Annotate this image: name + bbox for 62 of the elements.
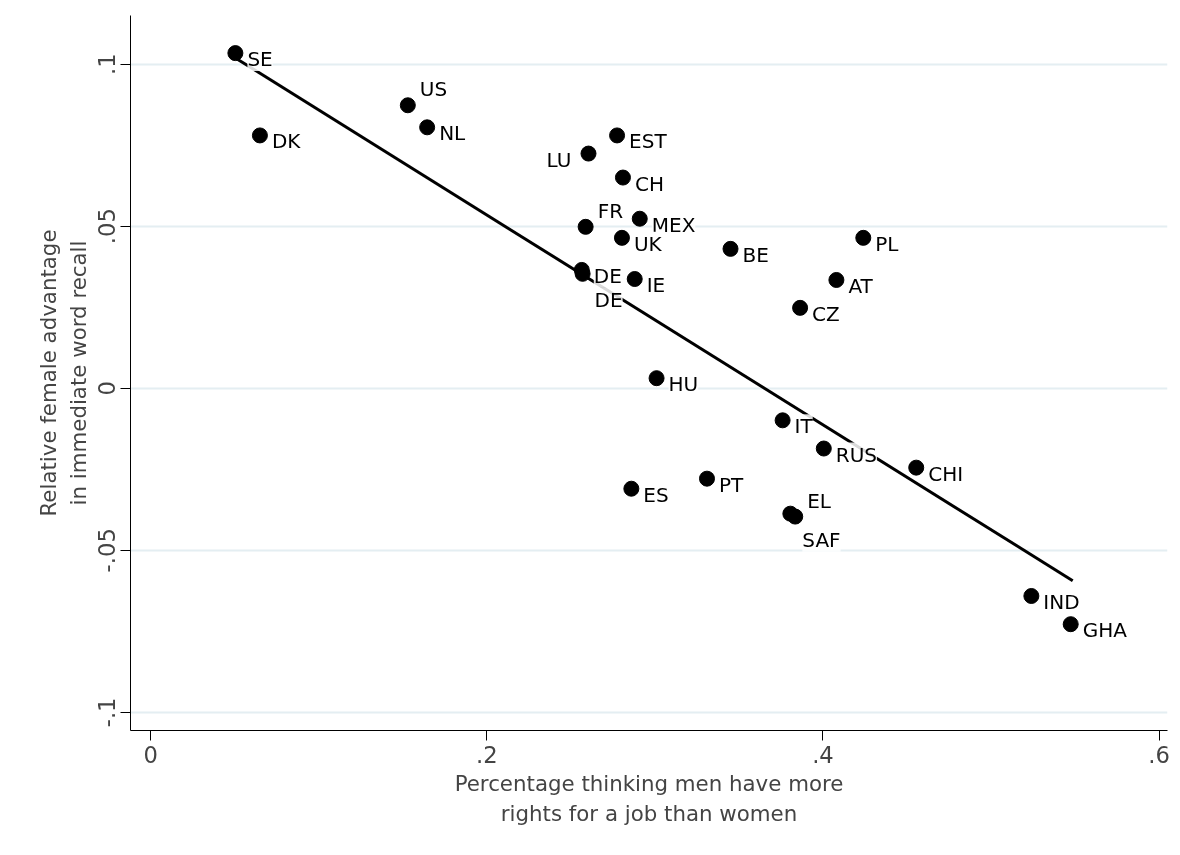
y-tick-label: -.05 [94,528,121,573]
point [614,169,631,186]
point [1023,588,1040,604]
point [828,271,845,288]
annotation: FR [597,198,624,223]
annotation: UK [633,231,663,256]
point [1062,616,1079,633]
point [722,240,739,257]
annotation: US [419,77,448,102]
point [698,470,715,487]
point [227,45,244,62]
x-tick-label: 0 [143,741,158,768]
annotation: LU [546,147,572,172]
annotation: SAF [802,527,841,552]
annotation: GHA [1082,618,1128,643]
point [609,127,626,144]
y-axis-title: Relative female advantage in immediate word recall [35,229,91,517]
annotation: IT [794,414,814,439]
annotation: MEX [651,212,696,237]
annotation: DE [594,287,623,312]
annotation: IND [1043,589,1080,614]
annotation: AT [848,273,874,298]
annotation: EL [807,488,832,513]
point [787,508,804,525]
annotation: DE [593,263,622,288]
y-tick-label: 0 [94,381,121,396]
point [623,480,640,497]
annotation: BE [742,242,769,267]
point [792,299,809,316]
point [399,97,416,114]
annotation: EST [629,129,668,154]
annotation: SE [247,47,273,72]
point [251,127,268,144]
annotation: DK [271,129,302,154]
point [419,119,436,136]
point [626,271,643,287]
point [577,218,594,235]
point [774,412,791,429]
annotation: ES [643,482,669,507]
x-tick-label: .2 [476,741,498,768]
x-tick-label: .4 [812,741,834,768]
point [580,145,597,162]
point [648,370,665,387]
x-tick-label: .6 [1148,741,1170,768]
point [855,229,872,246]
annotation: PT [718,472,745,497]
y-tick-label: .1 [94,53,121,75]
point [631,210,648,227]
annotation: RUS [835,442,878,467]
x-axis-title: Percentage thinking men have more rights for a job than women [454,770,844,826]
annotation: CHI [928,461,964,486]
annotation: CH [634,171,664,196]
annotation: HU [668,372,699,397]
annotation: CZ [812,301,840,326]
y-tick-label: -.1 [94,697,121,728]
point [815,440,832,457]
y-tick-label: .05 [94,208,121,245]
annotation: NL [439,121,467,146]
annotation: PL [875,231,900,256]
point [613,229,630,246]
annotation: IE [646,273,666,298]
point [908,459,925,476]
